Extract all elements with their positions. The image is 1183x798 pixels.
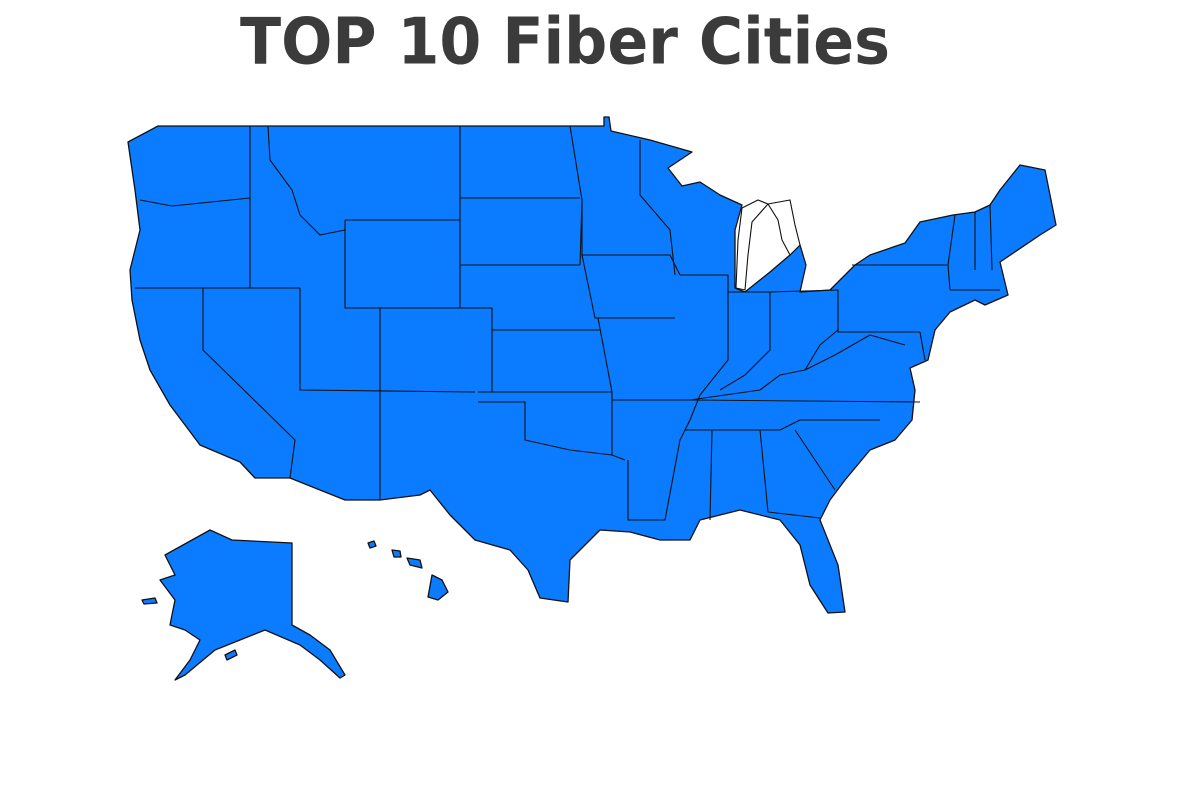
lake-michigan <box>735 199 769 291</box>
hawaii-kauai <box>367 540 377 549</box>
hawaii-maui <box>406 557 423 569</box>
title: TOP 10 Fiber Cities <box>240 6 890 80</box>
state-borders <box>135 125 1000 521</box>
alaska <box>159 529 346 681</box>
alaska-island <box>141 597 158 605</box>
lake-huron <box>767 199 801 256</box>
us-map <box>127 116 1057 681</box>
hawaii-big-island <box>427 574 449 601</box>
contiguous-us <box>127 116 1057 614</box>
hawaii-oahu <box>391 549 402 558</box>
alaska-island <box>224 649 238 661</box>
